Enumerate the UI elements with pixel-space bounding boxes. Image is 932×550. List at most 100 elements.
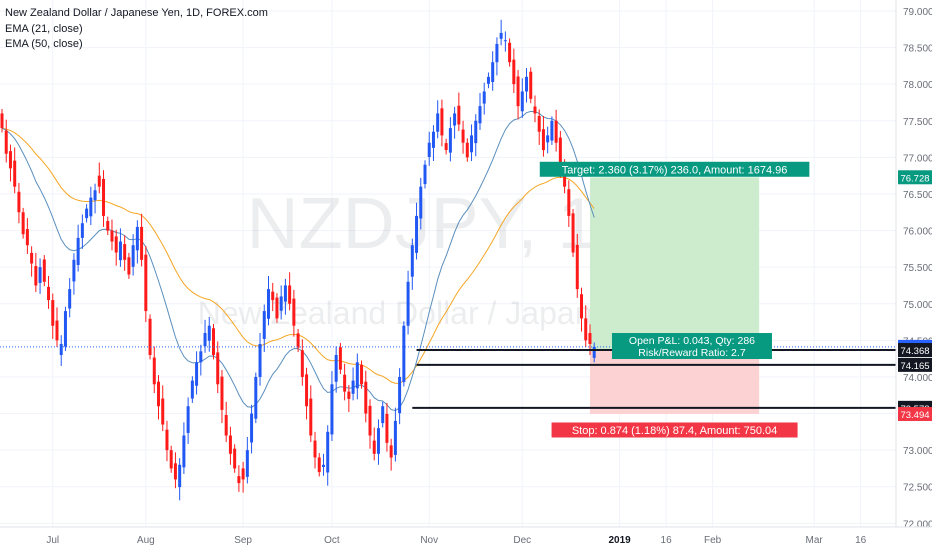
candle (212, 323, 215, 360)
stop-label: Stop: 0.874 (1.18%) 87.4, Amount: 750.04 (551, 422, 798, 438)
candle-body (182, 435, 186, 468)
candle-body (296, 333, 300, 348)
legend-ema21[interactable]: EMA (21, close) (5, 23, 83, 35)
time-tick-label: Aug (137, 535, 155, 546)
price-tick-label: 75.000 (903, 300, 932, 311)
stop-label-text: Stop: 0.874 (1.18%) 87.4, Amount: 750.04 (572, 425, 777, 437)
legend-title[interactable]: New Zealand Dollar / Japanese Yen, 1D, F… (5, 7, 268, 19)
candle-body (440, 108, 444, 136)
candle (25, 218, 29, 254)
candle-body (212, 328, 215, 355)
price-tag[interactable]: 76.728 (898, 170, 932, 185)
candle (250, 404, 254, 454)
candle-body (347, 391, 351, 399)
candle-body (580, 294, 584, 319)
time-tick-label: Feb (704, 535, 722, 546)
candle (4, 119, 8, 163)
candle (161, 385, 165, 432)
time-tick-label: Sep (234, 535, 252, 546)
price-tag[interactable]: 74.368 (898, 343, 932, 358)
candle (478, 92, 482, 130)
stop-zone[interactable] (589, 350, 760, 414)
candle (381, 401, 385, 428)
candle (533, 95, 537, 123)
candle-body (72, 259, 76, 282)
candle-body (169, 450, 173, 469)
price-tag[interactable]: 73.494 (898, 406, 932, 421)
candle-body (482, 91, 486, 104)
candle-body (55, 320, 59, 341)
candle (393, 407, 397, 462)
candle (228, 426, 232, 465)
candle (317, 453, 321, 477)
candle (529, 67, 533, 104)
candle-body (588, 333, 592, 345)
candle (364, 370, 368, 423)
risk-reward-zones[interactable] (589, 177, 760, 414)
candle-body (123, 244, 127, 260)
candle (546, 126, 550, 154)
price-tick-label: 75.500 (903, 263, 932, 274)
candle (453, 106, 457, 139)
candle (110, 219, 114, 251)
candle-body (63, 311, 67, 347)
candle (42, 255, 46, 287)
candle-body (93, 190, 97, 201)
candles (0, 19, 596, 501)
candle (389, 438, 393, 471)
candle-body (157, 381, 161, 407)
time-tick-label: Dec (513, 535, 531, 546)
risk-reward-text: Risk/Reward Ratio: 2.7 (638, 347, 746, 359)
candle (419, 177, 423, 230)
price-tick-label: 73.000 (903, 446, 932, 457)
candle (102, 170, 106, 227)
candle-body (330, 384, 334, 435)
candle-body (131, 245, 135, 267)
candle-body (563, 172, 567, 187)
candle (470, 124, 474, 162)
candle (415, 202, 419, 260)
candle (271, 282, 275, 312)
price-tag[interactable]: 74.165 (898, 357, 932, 372)
candle (131, 234, 135, 276)
candle (300, 339, 304, 386)
candle (157, 375, 161, 420)
target-zone[interactable] (589, 177, 760, 351)
candle (283, 278, 287, 315)
candle-body (173, 463, 177, 480)
candle-body (283, 285, 287, 302)
candle-body (279, 296, 283, 311)
price-axis[interactable]: 72.00072.50073.00073.50074.00074.50075.0… (895, 0, 932, 530)
candle-body (195, 362, 199, 386)
time-axis[interactable]: Jul Aug Sep Oct Nov Dec 2019 16 Feb Mar 16 (0, 526, 932, 546)
candle-body (520, 91, 524, 112)
candle (127, 252, 131, 279)
candle-body (288, 285, 292, 304)
time-tick-label: Jul (46, 535, 59, 546)
candle (309, 385, 313, 443)
candle-body (550, 120, 554, 141)
candle (398, 368, 402, 425)
candle (402, 321, 406, 387)
candle (241, 461, 245, 493)
price-tick-label: 76.500 (903, 190, 932, 201)
candle-body (385, 413, 389, 443)
candle-body (25, 229, 29, 246)
candle-body (199, 351, 203, 363)
candle-body (275, 297, 279, 319)
candle (68, 278, 72, 318)
candle-body (355, 362, 359, 389)
candle (245, 436, 249, 484)
candle-body (38, 267, 42, 283)
candle (465, 138, 469, 162)
candle (8, 144, 12, 182)
candle (334, 346, 338, 393)
candle (313, 431, 317, 469)
candle (114, 229, 118, 266)
candle-body (220, 376, 224, 410)
candle-body (326, 431, 330, 473)
candle (47, 275, 51, 309)
legend-ema50[interactable]: EMA (50, close) (5, 38, 83, 50)
